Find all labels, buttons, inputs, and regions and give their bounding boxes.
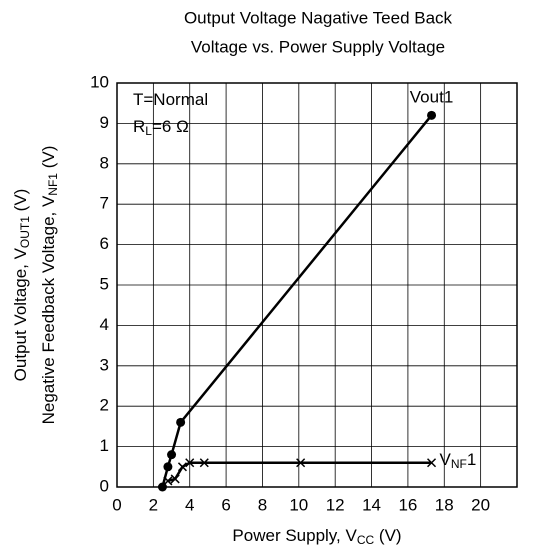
annotation-part: T=Normal bbox=[133, 90, 208, 109]
point bbox=[199, 458, 209, 468]
point bbox=[296, 458, 306, 468]
x-tick-label: 16 bbox=[398, 495, 417, 514]
series-label: Vout1 bbox=[410, 88, 454, 107]
annotation-part: R bbox=[133, 117, 145, 136]
annotation-part: L bbox=[145, 124, 152, 138]
y-axis-label-part: NF1 bbox=[46, 173, 60, 196]
point bbox=[177, 462, 187, 472]
y-tick-label: 8 bbox=[100, 153, 109, 172]
x-tick-label: 20 bbox=[471, 495, 490, 514]
plot-frame bbox=[116, 82, 518, 488]
series-label-part: NF bbox=[451, 457, 467, 471]
x-tick-label: 10 bbox=[289, 495, 308, 514]
x-axis-label-part: Power Supply, V bbox=[232, 526, 357, 545]
x-tick-label: 2 bbox=[149, 495, 158, 514]
point bbox=[427, 458, 437, 468]
point bbox=[170, 474, 180, 484]
point bbox=[185, 458, 195, 468]
series-label-part: Vout1 bbox=[410, 88, 454, 107]
point bbox=[167, 450, 177, 460]
point bbox=[163, 462, 173, 472]
x-axis-label: Power Supply, VCC (V) bbox=[232, 526, 401, 547]
x-tick-label: 8 bbox=[258, 495, 267, 514]
point bbox=[163, 476, 173, 486]
y-tick-label: 4 bbox=[100, 315, 109, 334]
x-tick-label: 6 bbox=[221, 495, 230, 514]
annotation: RL=6 Ω bbox=[133, 117, 189, 138]
y-tick-label: 6 bbox=[100, 234, 109, 253]
x-tick-label: 18 bbox=[435, 495, 454, 514]
y-axis-label-part: (V) bbox=[39, 146, 58, 173]
y-tick-label: 9 bbox=[100, 113, 109, 132]
series-line bbox=[161, 114, 433, 488]
point bbox=[427, 110, 437, 120]
y-tick-label: 5 bbox=[100, 274, 109, 293]
y-axis-label-part: OUT1 bbox=[18, 216, 32, 248]
series-label: VNF1 bbox=[440, 450, 477, 471]
chart-title: Output Voltage Nagative Teed Back bbox=[184, 8, 453, 27]
y-axis-label-part: (V) bbox=[11, 189, 30, 216]
y-axis-label-part: Output Voltage, V bbox=[11, 247, 30, 381]
y-tick-label: 7 bbox=[100, 194, 109, 213]
x-axis-label-part: (V) bbox=[374, 526, 401, 545]
y-tick-label: 3 bbox=[100, 355, 109, 374]
y-tick-label: 0 bbox=[100, 476, 109, 495]
series-label-part: 1 bbox=[467, 450, 476, 469]
chart-title: Voltage vs. Power Supply Voltage bbox=[191, 37, 445, 56]
x-axis-label-part: CC bbox=[357, 533, 375, 547]
y-axis-label: Negative Feedback Voltage, VNF1 (V) bbox=[39, 146, 60, 425]
annotation-part: =6 Ω bbox=[152, 117, 189, 136]
y-tick-label: 2 bbox=[100, 396, 109, 415]
x-tick-label: 12 bbox=[326, 495, 345, 514]
x-tick-label: 0 bbox=[112, 495, 121, 514]
y-tick-label: 1 bbox=[100, 436, 109, 455]
x-tick-label: 4 bbox=[185, 495, 194, 514]
y-axis-label: Output Voltage, VOUT1 (V) bbox=[11, 189, 32, 382]
y-axis-label-part: Negative Feedback Voltage, V bbox=[39, 195, 58, 424]
point bbox=[176, 417, 186, 427]
annotation: T=Normal bbox=[133, 90, 208, 109]
series-label-part: V bbox=[440, 450, 452, 469]
x-tick-label: 14 bbox=[362, 495, 381, 514]
y-tick-label: 10 bbox=[90, 72, 109, 91]
